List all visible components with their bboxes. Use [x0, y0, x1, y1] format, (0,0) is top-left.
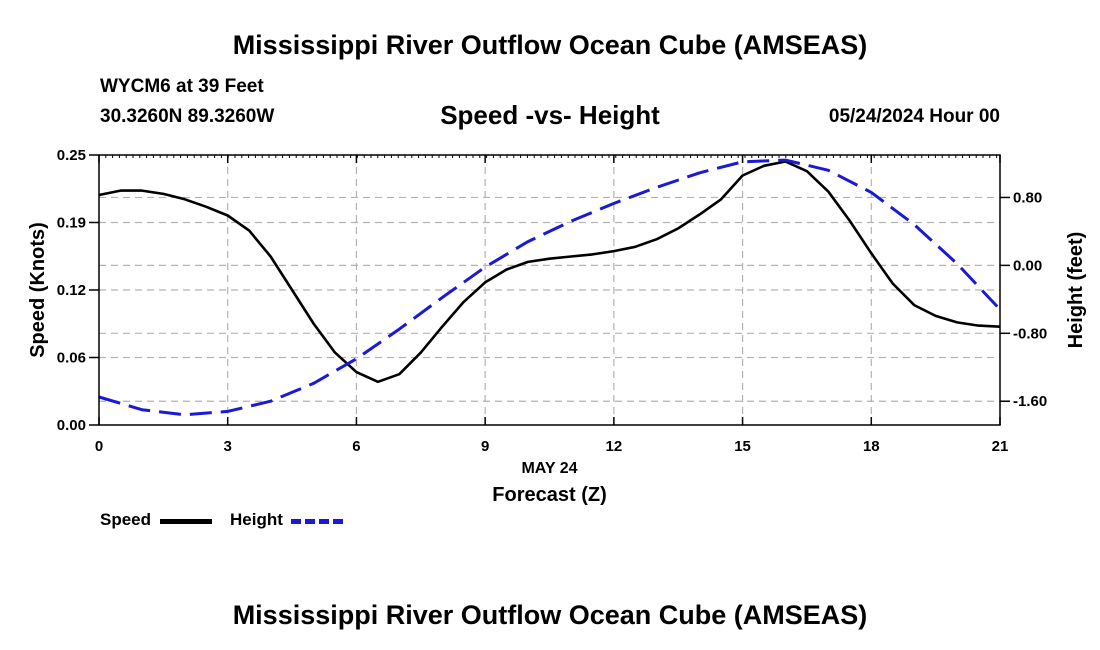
y-axis-label: Speed (Knots): [27, 222, 49, 358]
y-tick-label: 0.00: [57, 417, 86, 434]
forecast-datetime: 05/24/2024 Hour 00: [828, 106, 1000, 127]
y-tick-label: 0.12: [57, 282, 86, 299]
y2-tick-label: 0.80: [1013, 189, 1042, 206]
legend-height-label: Height: [230, 510, 283, 529]
x-axis-label: Forecast (Z): [492, 484, 606, 506]
station-coordinates: 30.3260N 89.3260W: [100, 106, 275, 127]
legend-speed-label: Speed: [100, 510, 152, 529]
x-tick-label: 15: [734, 438, 751, 455]
x-tick-label: 0: [95, 438, 103, 455]
speed-series-line: [98, 160, 1001, 384]
y-tick-label: 0.19: [57, 215, 86, 232]
x-tick-label: 12: [606, 438, 623, 455]
height-series-line: [98, 158, 1002, 417]
x-tick-label: 3: [224, 438, 232, 455]
x-tick-label: 6: [352, 438, 360, 455]
station-label: WYCM6 at 39 Feet: [100, 76, 264, 97]
y2-tick-label: -0.80: [1013, 325, 1047, 342]
legend-speed-swatch: [160, 519, 212, 524]
y-tick-label: 0.06: [57, 350, 86, 367]
y2-axis-label: Height (feet): [1065, 232, 1087, 349]
x-tick-label: 18: [863, 438, 880, 455]
x-tick-label: 21: [992, 438, 1009, 455]
chart-subtitle: Speed -vs- Height: [440, 100, 660, 130]
y2-tick-label: -1.60: [1013, 393, 1047, 410]
x-tick-label: 9: [481, 438, 489, 455]
y2-tick-label: 0.00: [1013, 257, 1042, 274]
y-tick-label: 0.25: [57, 147, 86, 164]
footer-title: Mississippi River Outflow Ocean Cube (AM…: [232, 600, 868, 630]
chart-main-title: Mississippi River Outflow Ocean Cube (AM…: [232, 30, 868, 60]
x-axis-date-label: MAY 24: [521, 460, 577, 477]
legend-height-swatch: [291, 519, 343, 524]
